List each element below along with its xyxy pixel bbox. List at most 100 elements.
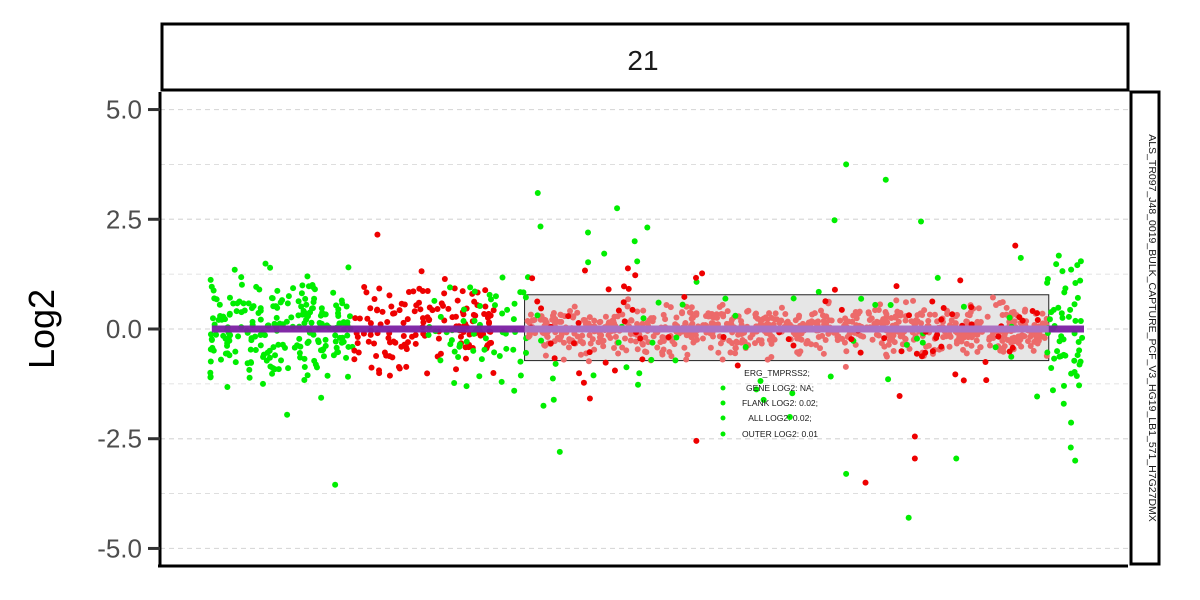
data-point <box>486 291 493 298</box>
data-point <box>298 303 305 310</box>
data-point <box>456 343 463 350</box>
data-point <box>471 288 478 295</box>
data-point <box>411 308 418 315</box>
data-point <box>271 320 278 327</box>
data-point <box>640 315 647 322</box>
data-point <box>885 376 892 383</box>
data-point <box>520 289 527 296</box>
data-point <box>591 317 598 324</box>
data-point <box>640 307 647 314</box>
data-point <box>371 296 378 303</box>
data-point <box>376 285 383 292</box>
data-point <box>490 370 497 377</box>
outlier-point <box>614 205 621 212</box>
data-point <box>388 303 395 310</box>
data-point <box>957 277 964 284</box>
data-point <box>276 320 283 327</box>
data-point <box>245 300 252 307</box>
data-point <box>597 318 604 325</box>
data-point <box>441 275 448 282</box>
data-point <box>968 304 975 311</box>
data-point <box>1046 316 1053 323</box>
data-point <box>1030 347 1037 354</box>
data-point <box>893 297 900 304</box>
data-point <box>1051 355 1058 362</box>
data-point <box>683 332 690 339</box>
data-point <box>336 320 343 327</box>
data-point <box>665 334 672 341</box>
data-point <box>938 316 945 323</box>
data-point <box>642 348 649 355</box>
data-point <box>905 312 912 319</box>
data-point <box>425 332 432 339</box>
data-point <box>216 301 223 308</box>
data-point <box>612 333 619 340</box>
y-tick-label: -2.5 <box>97 424 142 454</box>
data-point <box>898 348 905 355</box>
data-point <box>482 335 489 342</box>
data-point <box>288 314 295 321</box>
data-point <box>644 224 651 231</box>
annotation-bullet <box>720 400 726 406</box>
data-point <box>207 358 214 365</box>
data-point <box>1040 333 1047 340</box>
data-point <box>492 293 499 300</box>
data-point <box>318 305 325 312</box>
data-point <box>1009 344 1016 351</box>
data-point <box>681 293 688 300</box>
data-point <box>621 283 628 290</box>
data-point <box>785 336 792 343</box>
data-point <box>224 350 231 357</box>
data-point <box>683 356 690 363</box>
data-point <box>284 300 291 307</box>
data-point <box>974 348 981 355</box>
data-point <box>260 351 267 358</box>
data-point <box>529 275 536 282</box>
data-point <box>734 339 741 346</box>
data-point <box>534 298 541 305</box>
data-point <box>741 338 748 345</box>
data-point <box>550 309 557 316</box>
data-point <box>207 276 214 283</box>
data-point <box>403 346 410 353</box>
data-point <box>527 311 534 318</box>
data-point <box>621 318 628 325</box>
data-point <box>639 340 646 347</box>
data-point <box>570 313 577 320</box>
data-point <box>499 310 506 317</box>
outlier-point <box>693 437 700 444</box>
data-point <box>857 349 864 356</box>
data-point <box>1021 333 1028 340</box>
data-point <box>968 342 975 349</box>
data-point <box>974 318 981 325</box>
data-point <box>343 303 350 310</box>
data-point <box>585 259 592 266</box>
data-point <box>401 301 408 308</box>
data-point <box>753 386 760 393</box>
data-point <box>982 359 989 366</box>
data-point <box>914 318 921 325</box>
data-point <box>272 352 279 359</box>
data-point <box>872 307 879 314</box>
data-point <box>681 344 688 351</box>
data-point <box>693 311 700 318</box>
data-point <box>609 317 616 324</box>
data-point <box>455 354 462 361</box>
outlier-point <box>534 189 541 196</box>
data-point <box>252 347 259 354</box>
data-point <box>231 266 238 273</box>
data-point <box>1071 301 1078 308</box>
data-point <box>517 372 524 379</box>
data-point <box>705 313 712 320</box>
data-point <box>809 311 816 318</box>
data-point <box>992 344 999 351</box>
y-tick-label: 5.0 <box>106 95 142 125</box>
data-point <box>567 308 574 315</box>
facet-strip-label: 21 <box>627 45 658 76</box>
data-point <box>766 310 773 317</box>
data-point <box>451 380 458 387</box>
data-point <box>938 343 945 350</box>
data-point <box>352 315 359 322</box>
data-point <box>259 380 266 387</box>
data-point <box>599 338 606 345</box>
